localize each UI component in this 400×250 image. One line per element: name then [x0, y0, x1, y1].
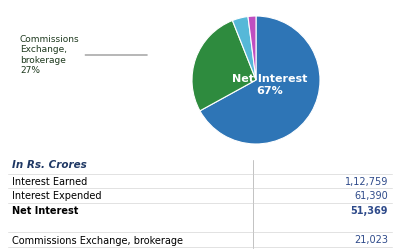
Text: Net Interest
67%: Net Interest 67%	[232, 74, 308, 96]
Wedge shape	[232, 16, 256, 80]
Text: Interest Earned: Interest Earned	[12, 176, 87, 186]
Wedge shape	[200, 16, 320, 144]
Text: Net Interest: Net Interest	[12, 206, 78, 216]
Text: In Rs. Crores: In Rs. Crores	[12, 160, 87, 170]
Wedge shape	[192, 20, 256, 111]
Text: Interest Expended: Interest Expended	[12, 191, 102, 201]
Text: 51,369: 51,369	[351, 206, 388, 216]
Text: Commissions Exchange, brokerage: Commissions Exchange, brokerage	[12, 236, 183, 246]
Text: 1,12,759: 1,12,759	[345, 176, 388, 186]
Wedge shape	[248, 16, 256, 80]
Text: 21,023: 21,023	[354, 236, 388, 246]
Text: Commissions
Exchange,
brokerage
27%: Commissions Exchange, brokerage 27%	[20, 35, 147, 75]
Text: 61,390: 61,390	[354, 191, 388, 201]
